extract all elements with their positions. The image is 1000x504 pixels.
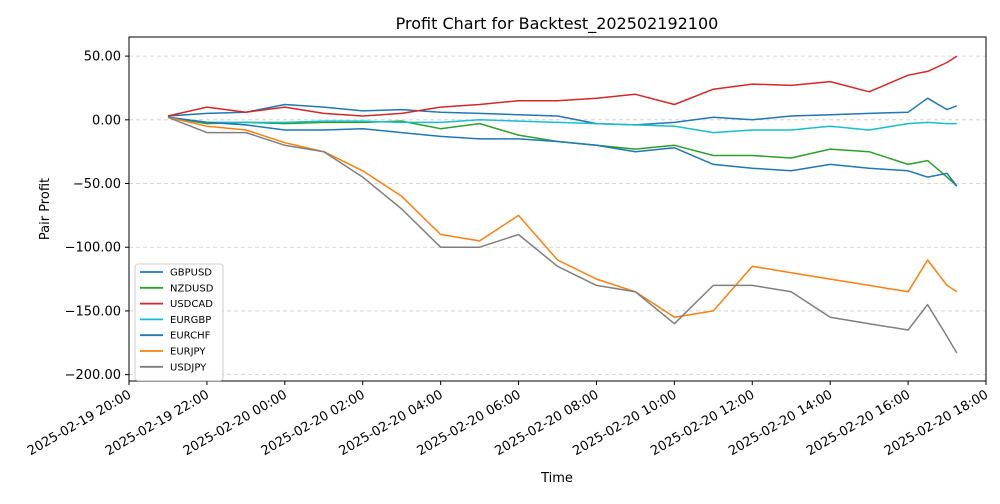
legend-label: EURGBP — [170, 315, 211, 326]
legend: GBPUSD NZDUSD USDCAD EURGBP EURCHF EURJPY USDJ… — [134, 263, 224, 382]
y-tick-label: −100.00 — [65, 241, 121, 256]
y-tick-label: 0.00 — [92, 113, 121, 128]
x-axis-label: Time — [540, 471, 573, 486]
y-tick-label: −150.00 — [65, 304, 121, 319]
series-line-usdcad — [167, 55, 958, 117]
series-line-gbpusd — [167, 97, 958, 126]
series-line-eurgbp — [167, 116, 957, 134]
y-tick-label: 50.00 — [84, 50, 121, 65]
series-line-eurjpy — [167, 116, 958, 319]
legend-label: NZDUSD — [170, 283, 214, 294]
chart-title: Profit Chart for Backtest_202502192100 — [396, 14, 719, 34]
y-tick-label: −50.00 — [73, 177, 121, 192]
legend-label: USDJPY — [170, 362, 207, 373]
legend-label: EURCHF — [170, 331, 211, 342]
series-line-eurchf — [167, 116, 958, 187]
y-axis-label: Pair Profit — [38, 178, 53, 240]
series-line-usdjpy — [167, 116, 958, 354]
axes-frame — [128, 36, 987, 382]
legend-label: GBPUSD — [170, 268, 212, 279]
legend-label: EURJPY — [170, 347, 206, 358]
grid-lines — [129, 55, 986, 376]
plot-area — [167, 55, 958, 354]
y-axis: 50.00 0.00 −50.00 −100.00 −150.00 −200.00 — [65, 50, 129, 383]
y-tick-label: −200.00 — [65, 368, 121, 383]
legend-label: USDCAD — [170, 299, 213, 310]
